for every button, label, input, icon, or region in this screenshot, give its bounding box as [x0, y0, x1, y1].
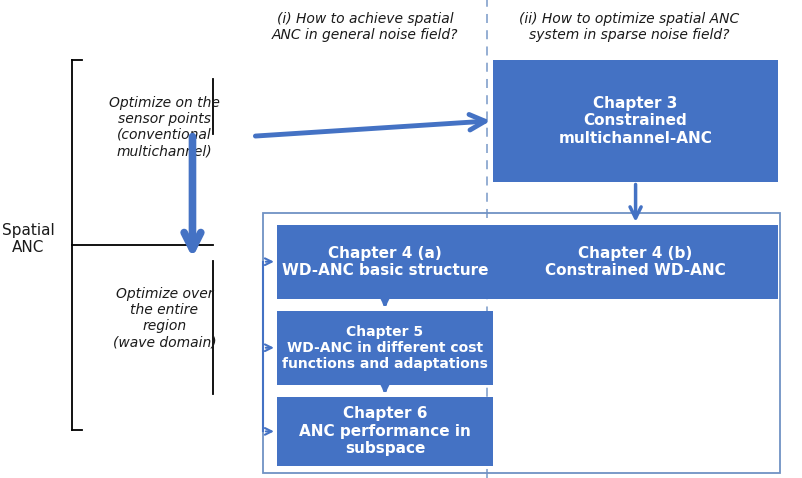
- Text: (i) How to achieve spatial
ANC in general noise field?: (i) How to achieve spatial ANC in genera…: [272, 12, 458, 42]
- Text: Chapter 4 (a)
WD-ANC basic structure: Chapter 4 (a) WD-ANC basic structure: [282, 246, 488, 278]
- Text: (ii) How to optimize spatial ANC
system in sparse noise field?: (ii) How to optimize spatial ANC system …: [520, 12, 739, 42]
- FancyBboxPatch shape: [277, 397, 493, 466]
- FancyBboxPatch shape: [277, 311, 493, 385]
- Text: Chapter 3
Constrained
multichannel-ANC: Chapter 3 Constrained multichannel-ANC: [559, 96, 712, 146]
- Text: Optimize on the
sensor points
(conventional
multichannel): Optimize on the sensor points (conventio…: [109, 96, 220, 158]
- Text: Optimize over
the entire
region
(wave domain): Optimize over the entire region (wave do…: [112, 287, 217, 349]
- FancyBboxPatch shape: [277, 225, 493, 299]
- Text: Chapter 5
WD-ANC in different cost
functions and adaptations: Chapter 5 WD-ANC in different cost funct…: [282, 325, 488, 371]
- FancyBboxPatch shape: [493, 60, 778, 182]
- Text: Spatial
ANC: Spatial ANC: [2, 223, 55, 255]
- Text: Chapter 4 (b)
Constrained WD-ANC: Chapter 4 (b) Constrained WD-ANC: [545, 246, 726, 278]
- FancyBboxPatch shape: [493, 225, 778, 299]
- Text: Chapter 6
ANC performance in
subspace: Chapter 6 ANC performance in subspace: [299, 406, 471, 456]
